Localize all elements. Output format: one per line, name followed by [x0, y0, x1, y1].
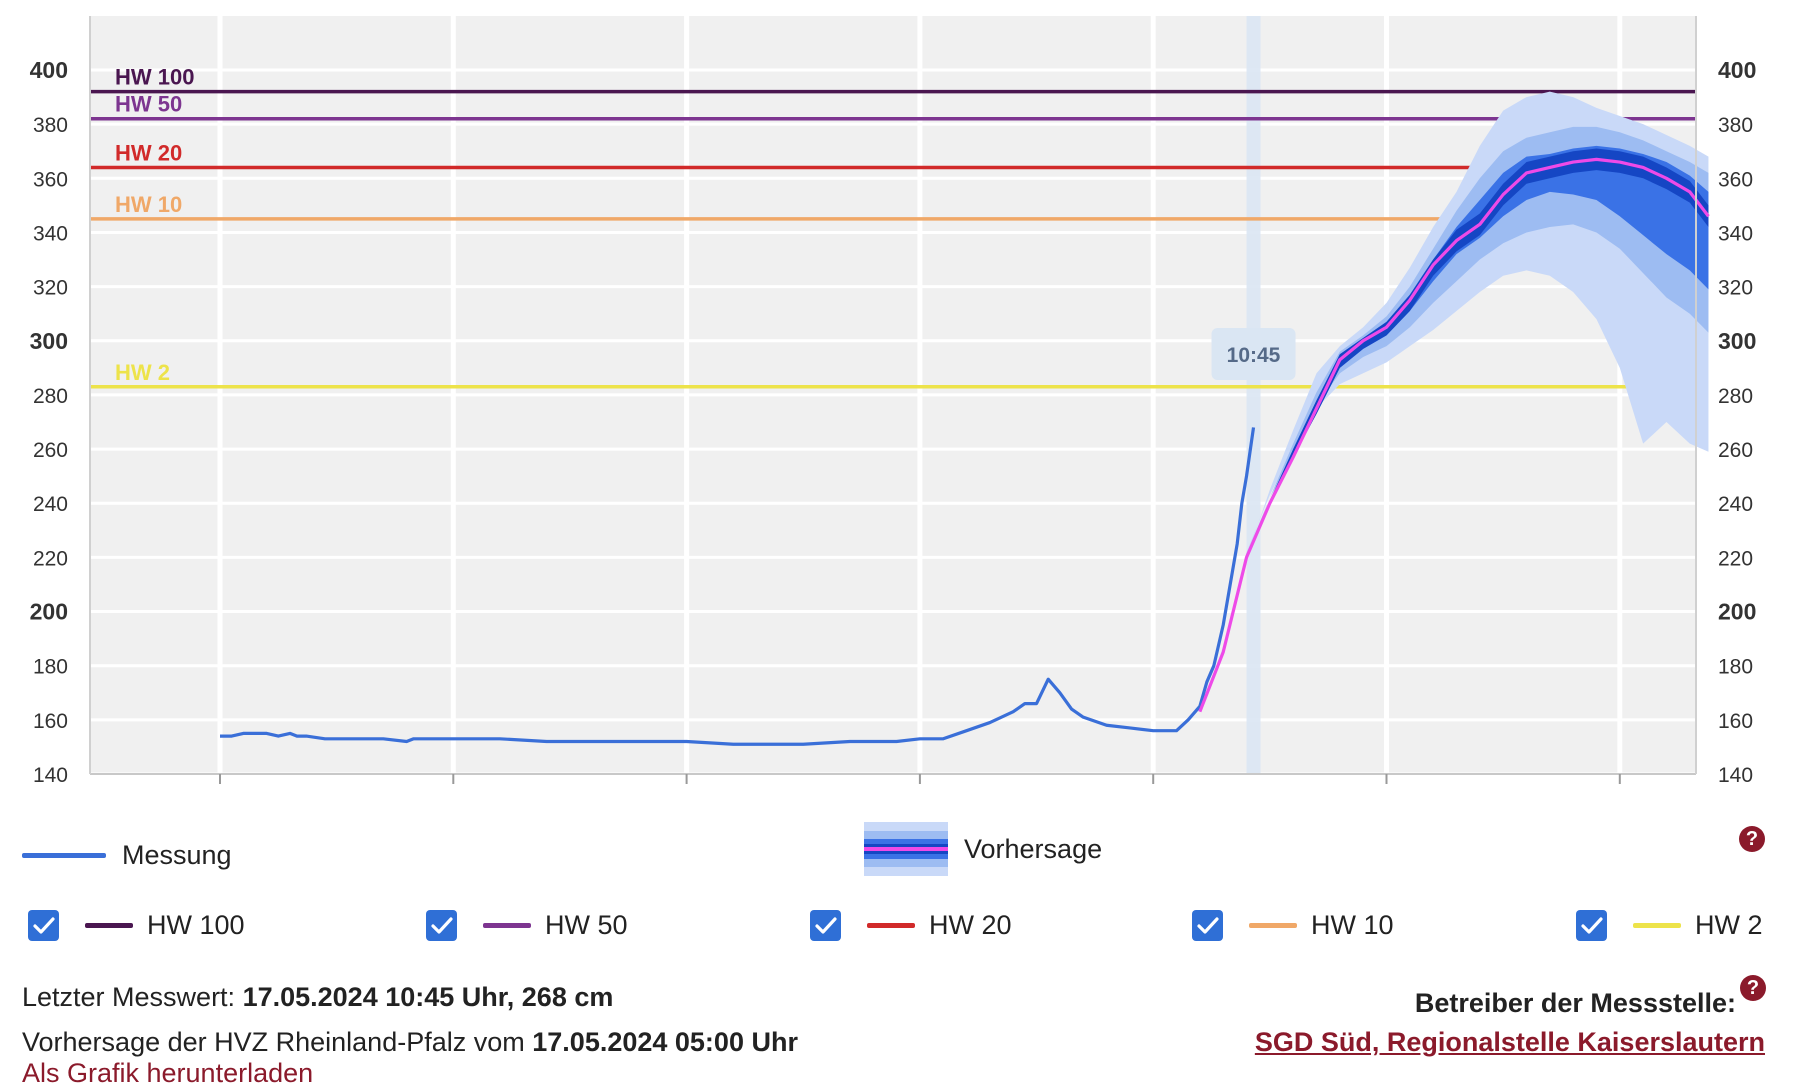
legend-item-vorhersage[interactable]: Vorhersage: [864, 822, 1102, 876]
checkbox[interactable]: [426, 910, 457, 941]
y-tick-label-left: 140: [33, 764, 68, 787]
legend-label: HW 50: [545, 910, 628, 940]
series-line-vorhersage: [1198, 157, 1710, 713]
y-tick-label-right: 340: [1718, 222, 1753, 245]
legend-label-messung: Messung: [122, 840, 232, 870]
checkbox[interactable]: [1576, 910, 1607, 941]
current-time-badge: 10:45: [1211, 328, 1296, 380]
time-badge-label: 10:45: [1227, 344, 1281, 367]
forecast-info: Vorhersage der HVZ Rheinland-Pfalz vom 1…: [22, 1027, 798, 1058]
operator-label: Betreiber der Messstelle:: [1414, 988, 1736, 1018]
legend-label: HW 20: [929, 910, 1012, 940]
legend-item-hw-20[interactable]: HW 20: [810, 910, 1012, 941]
legend-label-vorhersage: Vorhersage: [964, 833, 1103, 864]
forecast-prefix: Vorhersage der HVZ Rheinland-Pfalz vom: [22, 1027, 525, 1057]
y-axis-right: 140 160 180 200 220 240 260 280 300 320 340 360 380 4…: [1718, 57, 1756, 787]
y-tick-label-right: 180: [1718, 656, 1753, 679]
checkmark-icon: [430, 916, 453, 934]
legend-item-hw-100[interactable]: HW 100: [28, 910, 245, 941]
help-icon[interactable]: ?: [1739, 826, 1765, 852]
forecast-band-outer: [1199, 91, 1709, 712]
checkbox[interactable]: [1192, 910, 1223, 941]
threshold-label: HW 100: [115, 65, 194, 90]
y-tick-label-left: 380: [33, 114, 68, 137]
y-tick-label-right: 360: [1718, 168, 1753, 191]
checkmark-icon: [1196, 916, 1219, 934]
legend-item-hw-10[interactable]: HW 10: [1192, 910, 1394, 941]
last-value-prefix: Letzter Messwert:: [22, 982, 236, 1012]
checkmark-icon: [32, 916, 55, 934]
last-value-info: Letzter Messwert: 17.05.2024 10:45 Uhr, …: [22, 982, 613, 1013]
time-badge-bg: [1211, 328, 1296, 380]
forecast-band-inner: [1199, 145, 1709, 712]
y-tick-label-right: 260: [1718, 439, 1753, 462]
legend-swatch: [867, 923, 915, 928]
y-tick-label-left: 240: [33, 493, 68, 516]
threshold-lines: [90, 89, 1696, 389]
x-axis: 13.05.202414.05.202415.05.202416.05.2024…: [89, 16, 1697, 784]
legend-item-hw-50[interactable]: HW 50: [426, 910, 628, 941]
operator-link[interactable]: SGD Süd, Regionalstelle Kaiserslautern: [1254, 1027, 1765, 1057]
y-tick-label-left: 320: [33, 277, 68, 300]
series-line-messung: [220, 427, 1256, 746]
threshold-label: HW 50: [115, 92, 182, 117]
legend-item-hw-2[interactable]: HW 2: [1576, 910, 1763, 941]
operator-help-icon[interactable]: ?: [1740, 975, 1766, 1001]
water-level-chart: 10:45 140 160 180 200 220 240 260 280 300 320 340 3…: [30, 16, 1756, 787]
y-tick-label-right: 140: [1718, 764, 1753, 787]
legend-swatch: [1249, 923, 1297, 928]
y-tick-label-left: 400: [30, 57, 68, 83]
threshold-label: HW 10: [115, 192, 182, 217]
legend-swatch: [1633, 923, 1681, 928]
series-lines: [220, 157, 1710, 746]
y-tick-label-right: 160: [1718, 710, 1753, 733]
y-tick-label-right: 200: [1718, 599, 1756, 625]
last-value: 17.05.2024 10:45 Uhr, 268 cm: [242, 982, 614, 1012]
y-tick-label-left: 220: [33, 547, 68, 570]
y-axis-left: 140 160 180 200 220 240 260 280 300 320 340 360 380 4…: [30, 57, 68, 787]
legend-label: HW 100: [147, 910, 245, 940]
operator-info: SGD Süd, Regionalstelle Kaiserslautern: [1255, 1027, 1765, 1058]
checkbox[interactable]: [810, 910, 841, 941]
y-tick-label-left: 260: [33, 439, 68, 462]
y-tick-label-right: 400: [1718, 57, 1756, 83]
legend-label: HW 2: [1695, 910, 1763, 940]
forecast-time: 17.05.2024 05:00 Uhr: [532, 1027, 798, 1057]
threshold-label: HW 20: [115, 140, 182, 165]
y-tick-label-right: 220: [1718, 547, 1753, 570]
y-tick-label-left: 300: [30, 328, 68, 354]
y-tick-label-left: 280: [33, 385, 68, 408]
legend-swatch: [85, 923, 133, 928]
legend-item-messung[interactable]: Messung: [22, 840, 232, 871]
legend-swatch-messung: [22, 853, 106, 858]
y-tick-label-left: 180: [33, 656, 68, 679]
y-tick-label-right: 240: [1718, 493, 1753, 516]
threshold-label: HW 2: [115, 360, 170, 385]
legend-label: HW 10: [1311, 910, 1394, 940]
y-tick-label-right: 280: [1718, 385, 1753, 408]
y-tick-label-left: 360: [33, 168, 68, 191]
legend-swatch: [483, 923, 531, 928]
checkbox[interactable]: [28, 910, 59, 941]
y-tick-label-left: 340: [33, 222, 68, 245]
current-time-band: [1246, 16, 1261, 774]
y-tick-label-left: 160: [33, 710, 68, 733]
y-tick-label-right: 300: [1718, 328, 1756, 354]
y-tick-label-left: 200: [30, 599, 68, 625]
y-tick-label-right: 380: [1718, 114, 1753, 137]
checkmark-icon: [814, 916, 837, 934]
y-tick-label-right: 320: [1718, 277, 1753, 300]
checkmark-icon: [1580, 916, 1603, 934]
forecast-swatch-icon: [864, 822, 948, 876]
